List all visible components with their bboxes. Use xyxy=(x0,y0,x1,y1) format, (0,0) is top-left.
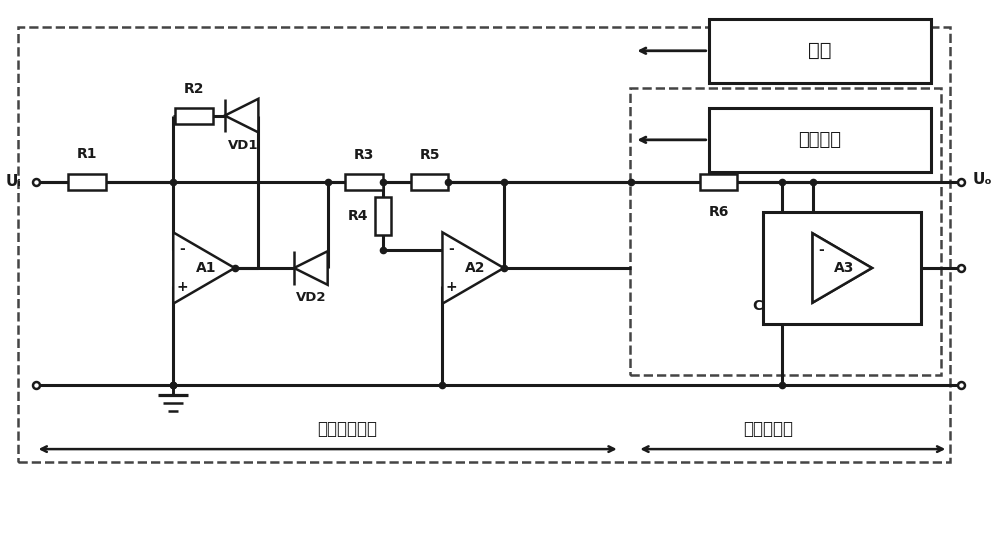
Text: A3: A3 xyxy=(834,261,854,275)
Text: -: - xyxy=(819,243,824,257)
Bar xyxy=(18,26,950,462)
Polygon shape xyxy=(813,233,872,303)
Bar xyxy=(630,88,941,375)
Polygon shape xyxy=(173,233,235,303)
Text: R1: R1 xyxy=(77,147,97,161)
Text: R6: R6 xyxy=(708,205,729,219)
Text: 低通滤波器: 低通滤波器 xyxy=(743,420,793,438)
Text: VD1: VD1 xyxy=(228,139,259,152)
Text: 电源: 电源 xyxy=(808,41,832,60)
Text: A1: A1 xyxy=(196,261,216,275)
Polygon shape xyxy=(225,99,258,132)
Polygon shape xyxy=(294,251,328,285)
Text: Uᵢ: Uᵢ xyxy=(5,174,21,189)
Text: 外围电路: 外围电路 xyxy=(799,131,842,149)
Text: VD2: VD2 xyxy=(296,291,326,304)
Text: C: C xyxy=(752,299,762,312)
Text: Uₒ: Uₒ xyxy=(973,173,993,188)
Text: R2: R2 xyxy=(184,82,204,96)
Text: R4: R4 xyxy=(348,209,369,223)
Bar xyxy=(345,174,383,190)
Bar xyxy=(175,108,213,123)
Bar xyxy=(411,174,448,190)
Bar xyxy=(709,19,931,83)
Text: -: - xyxy=(448,242,454,256)
Bar xyxy=(709,108,931,172)
Bar xyxy=(763,212,921,324)
Bar xyxy=(68,174,106,190)
Text: R5: R5 xyxy=(419,148,440,162)
Text: R3: R3 xyxy=(354,148,374,162)
Text: +: + xyxy=(176,280,188,294)
Bar xyxy=(375,197,391,235)
Text: A2: A2 xyxy=(465,261,485,275)
Text: -: - xyxy=(179,242,185,256)
Polygon shape xyxy=(442,233,504,303)
Text: +: + xyxy=(446,280,457,294)
Text: +: + xyxy=(816,279,827,293)
Text: 全波整流电路: 全波整流电路 xyxy=(317,420,377,438)
Bar xyxy=(700,174,737,190)
Text: -: - xyxy=(819,243,824,257)
Polygon shape xyxy=(813,233,872,303)
